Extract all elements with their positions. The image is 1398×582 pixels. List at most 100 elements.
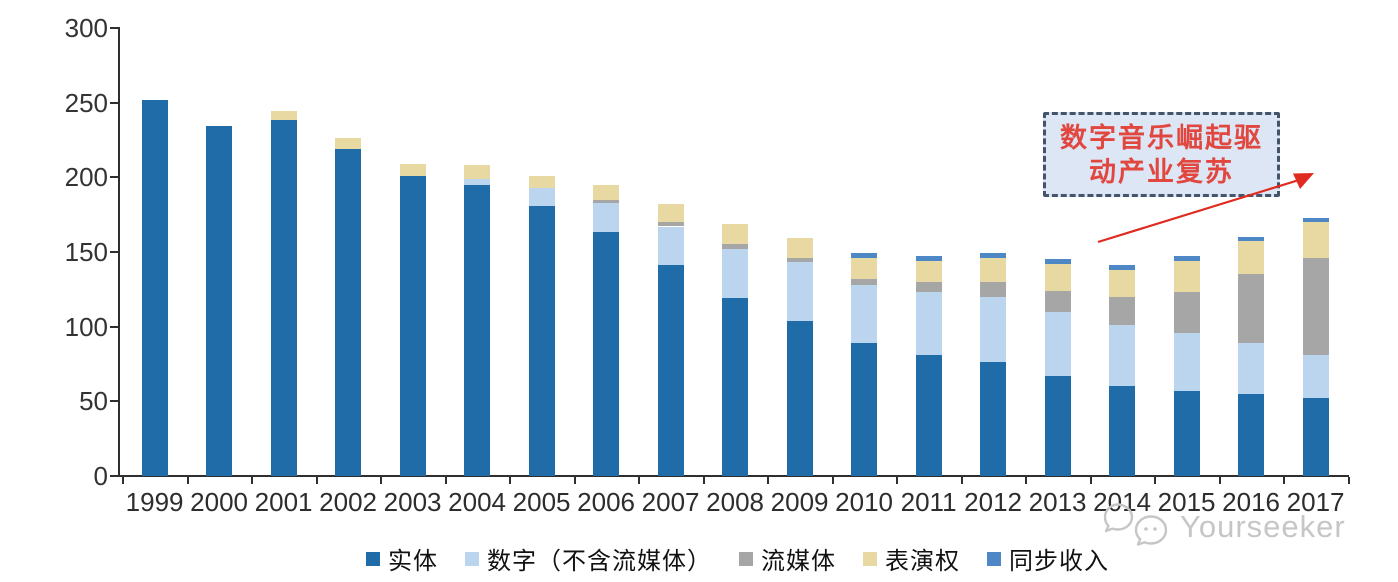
legend-item-sync: 同步收入 (987, 541, 1109, 576)
bar-segment-physical (335, 148, 362, 476)
x-axis-line (118, 475, 1349, 477)
x-axis-label: 1999 (125, 487, 184, 517)
x-axis-label: 2008 (706, 487, 765, 517)
annotation-callout: 数字音乐崛起驱 动产业复苏 (1043, 112, 1280, 197)
x-axis-tick (702, 477, 705, 484)
bar-segment-performance (1109, 269, 1136, 297)
bar-segment-sync (1238, 236, 1265, 242)
bar-segment-digital (528, 187, 555, 206)
watermark: Yourseeker (1102, 503, 1346, 551)
legend-label-sync: 同步收入 (1009, 549, 1109, 575)
bar-segment-physical (722, 298, 749, 476)
bar-segment-digital (657, 226, 684, 266)
bar-segment-physical (270, 120, 297, 476)
x-axis-tick (315, 477, 318, 484)
legend-swatch-streaming (739, 551, 753, 566)
x-axis-label: 2001 (254, 487, 313, 517)
bar-segment-performance (528, 175, 555, 188)
x-axis-tick (767, 477, 770, 484)
x-axis-label: 2006 (577, 487, 636, 517)
x-axis-tick (1283, 477, 1286, 484)
bar-segment-performance (399, 163, 426, 176)
y-axis-tick-label: 200 (64, 162, 108, 193)
x-axis-tick (1218, 477, 1221, 484)
x-axis-label: 2002 (319, 487, 378, 517)
x-axis-label: 2010 (835, 487, 894, 517)
legend-swatch-sync (987, 551, 1001, 566)
bar-segment-digital (593, 202, 620, 233)
bar-segment-sync (1302, 217, 1329, 222)
bar-segment-physical (1238, 393, 1265, 476)
bar-segment-physical (1109, 386, 1136, 476)
bar-segment-digital (1044, 311, 1071, 376)
bar-segment-performance (270, 111, 297, 121)
bar-segment-sync (915, 256, 942, 261)
bar-segment-digital (851, 284, 878, 344)
bar-segment-physical (980, 362, 1007, 476)
bar-segment-sync (1173, 256, 1200, 261)
legend-item-physical: 实体 (366, 541, 438, 576)
bar-segment-sync (851, 253, 878, 258)
bar-segment-performance (851, 257, 878, 279)
annotation-text-line1: 数字音乐崛起驱 (1060, 122, 1263, 153)
bar-segment-physical (206, 126, 233, 476)
x-axis-label: 2009 (770, 487, 829, 517)
bar-segment-performance (593, 184, 620, 200)
x-axis-label: 2011 (900, 487, 957, 517)
y-axis-tick-label: 250 (64, 87, 108, 118)
bar-segment-streaming (786, 257, 813, 263)
x-axis-label: 2015 (1157, 487, 1216, 517)
bar-segment-performance (1238, 241, 1265, 275)
y-axis-tick (110, 325, 119, 328)
bar-segment-sync (1109, 265, 1136, 270)
x-axis-tick (573, 477, 576, 484)
bar-segment-physical (464, 184, 491, 476)
bar-segment-digital (1109, 325, 1136, 387)
bar-segment-physical (528, 205, 555, 476)
y-axis-tick-label: 300 (64, 12, 108, 43)
bar-segment-performance (1044, 263, 1071, 291)
bar-segment-streaming (1109, 296, 1136, 326)
x-axis-label: 2013 (1028, 487, 1087, 517)
bar-segment-streaming (1173, 292, 1200, 333)
legend-swatch-digital (465, 551, 479, 566)
x-axis-tick (251, 477, 254, 484)
legend-item-digital: 数字（不含流媒体） (465, 541, 712, 576)
y-axis-tick (110, 250, 119, 253)
bar-segment-streaming (851, 278, 878, 285)
x-axis-tick (638, 477, 641, 484)
y-axis-tick (110, 101, 119, 104)
bar-segment-performance (1173, 260, 1200, 293)
x-axis-tick (1347, 477, 1350, 484)
legend-label-physical: 实体 (388, 549, 438, 575)
x-axis-label: 2017 (1286, 487, 1345, 517)
x-axis-tick (1025, 477, 1028, 484)
bar-segment-physical (657, 265, 684, 476)
legend-label-digital: 数字（不含流媒体） (487, 549, 712, 575)
legend-item-streaming: 流媒体 (739, 541, 836, 576)
bar-segment-physical (915, 354, 942, 476)
y-axis-tick-label: 150 (64, 236, 108, 267)
bar-segment-streaming (593, 199, 620, 203)
x-axis-tick (122, 477, 125, 484)
y-axis-tick (110, 26, 119, 29)
x-axis-tick (896, 477, 899, 484)
bar-segment-performance (722, 223, 749, 245)
bar-segment-streaming (722, 244, 749, 249)
legend-label-streaming: 流媒体 (761, 549, 836, 575)
bar-segment-performance (464, 165, 491, 179)
bar-segment-performance (1302, 222, 1329, 258)
bar-segment-digital (722, 248, 749, 299)
bar-segment-physical (141, 99, 168, 476)
y-axis-line (118, 27, 120, 477)
x-axis-label: 2014 (1093, 487, 1152, 517)
x-axis-label: 2005 (512, 487, 571, 517)
bar-segment-digital (786, 262, 813, 321)
x-axis-tick (1154, 477, 1157, 484)
bar-segment-digital (980, 296, 1007, 363)
bar-segment-digital (1302, 354, 1329, 399)
bar-segment-physical (786, 320, 813, 476)
bar-segment-performance (657, 204, 684, 222)
chart-legend: 实体 数字（不含流媒体） 流媒体 表演权 同步收入 (366, 541, 1109, 576)
watermark-text: Yourseeker (1180, 509, 1346, 544)
